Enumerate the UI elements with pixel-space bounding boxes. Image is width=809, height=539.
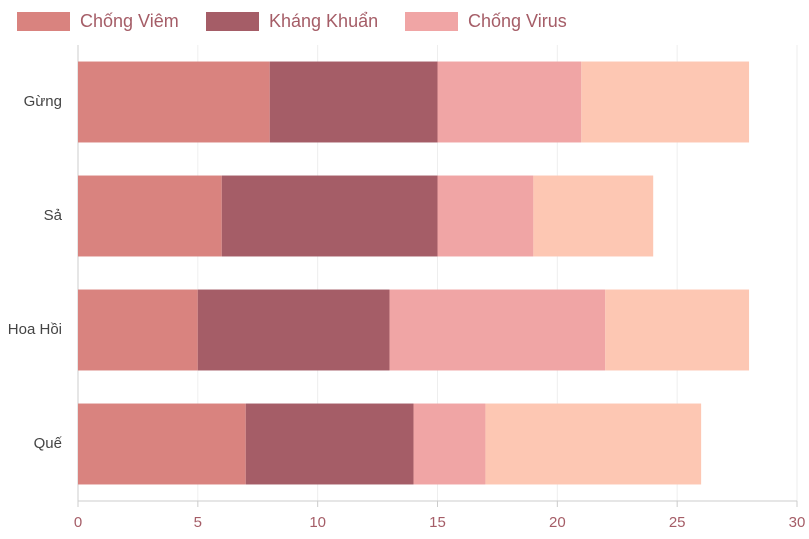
bar-segment	[78, 175, 222, 257]
x-tick-label: 20	[549, 514, 566, 531]
bar-segment	[269, 61, 438, 143]
y-tick-label: Quế	[34, 435, 63, 452]
legend-label: Chống Viêm	[80, 11, 179, 31]
legend-swatch	[206, 12, 259, 31]
bar-segment	[605, 289, 750, 371]
bar-segment	[78, 403, 246, 485]
y-tick-label: Gừng	[24, 93, 62, 110]
bar-segment	[533, 175, 654, 257]
bar-segment	[78, 289, 198, 371]
x-tick-label: 15	[429, 514, 446, 531]
bar-segment	[581, 61, 750, 143]
bar-segment	[78, 61, 270, 143]
bar-segment	[413, 403, 486, 485]
bar-segment	[485, 403, 702, 485]
x-tick-label: 0	[74, 514, 82, 531]
legend-swatch	[405, 12, 458, 31]
bar-segment	[197, 289, 390, 371]
legend-swatch	[17, 12, 70, 31]
x-tick-label: 25	[669, 514, 686, 531]
x-tick-label: 5	[194, 514, 202, 531]
bar-segment	[389, 289, 606, 371]
bar-segment	[437, 61, 582, 143]
bar-segment	[221, 175, 438, 257]
bar-segment	[245, 403, 414, 485]
legend-label: Kháng Khuẩn	[269, 11, 378, 31]
legend-label: Chống Virus	[468, 11, 567, 31]
y-tick-label: Sả	[44, 207, 63, 224]
bar-segment	[437, 175, 534, 257]
x-tick-label: 10	[309, 514, 326, 531]
y-tick-label: Hoa Hồi	[8, 321, 62, 338]
x-tick-label: 30	[789, 514, 806, 531]
